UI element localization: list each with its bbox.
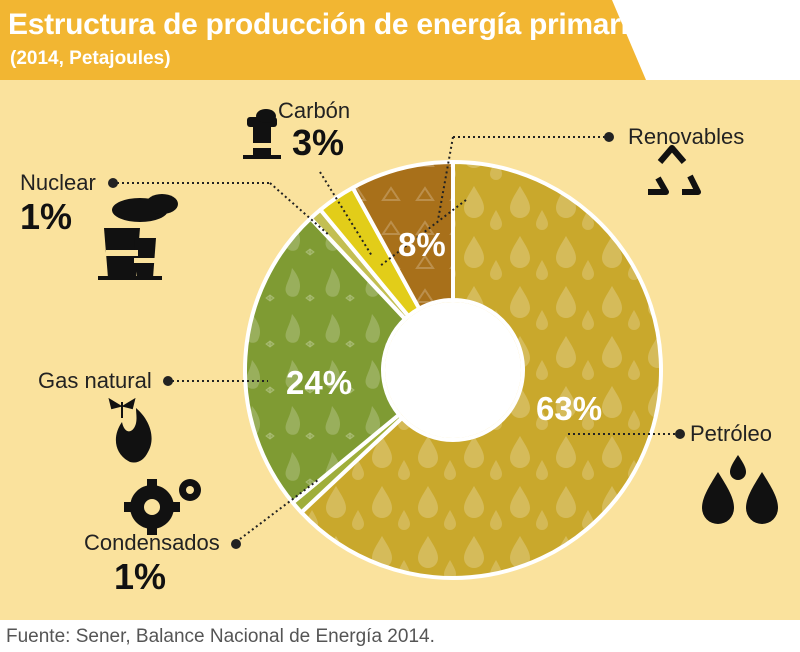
header-banner (0, 0, 646, 80)
value-renovables: 8% (398, 226, 446, 263)
source-note: Fuente: Sener, Balance Nacional de Energ… (6, 626, 435, 647)
chart-subtitle: (2014, Petajoules) (10, 48, 171, 69)
label-carbon: Carbón (278, 98, 351, 123)
recycle-icon (648, 145, 701, 195)
leader-condensados (235, 479, 319, 543)
slice-texture-renovables (352, 162, 453, 309)
dot-condensados (231, 539, 241, 549)
value-gas-natural: 24% (286, 364, 353, 401)
coal-factory-icon (243, 109, 281, 159)
leader-nuclear (269, 182, 331, 237)
label-condensados: Condensados (84, 530, 220, 555)
butterfly-flame-icon (108, 397, 152, 463)
slice-texture-gas-natural (244, 218, 406, 503)
donut-chart (98, 109, 778, 580)
label-gas-natural: Gas natural (38, 368, 152, 393)
leader-renovables (379, 199, 467, 267)
label-renovables: Renovables (628, 124, 745, 149)
dot-renovables (604, 132, 614, 142)
value-nuclear: 1% (20, 196, 73, 237)
dot-gas (163, 376, 173, 386)
value-carbon: 3% (292, 122, 345, 163)
value-condensados: 1% (114, 556, 167, 597)
label-petroleo: Petróleo (690, 421, 772, 446)
leader-lines (117, 136, 676, 543)
chart-title: Estructura de producción de energía prim… (8, 8, 645, 41)
dot-petroleo (675, 429, 685, 439)
dot-nuclear (108, 178, 118, 188)
leader-renovables-drop (437, 136, 454, 221)
leader-carbon (319, 171, 373, 257)
label-nuclear: Nuclear (20, 170, 96, 195)
value-petroleo: 63% (536, 390, 603, 427)
oil-drops-icon (702, 455, 778, 524)
gears-icon (124, 479, 201, 535)
slice-texture-petroleo (301, 162, 661, 578)
nuclear-plant-icon (98, 194, 178, 280)
donut-hole (385, 302, 521, 438)
chart-panel: Carbón 3% Nuclear 1% Renovables Gas natu… (0, 80, 800, 620)
